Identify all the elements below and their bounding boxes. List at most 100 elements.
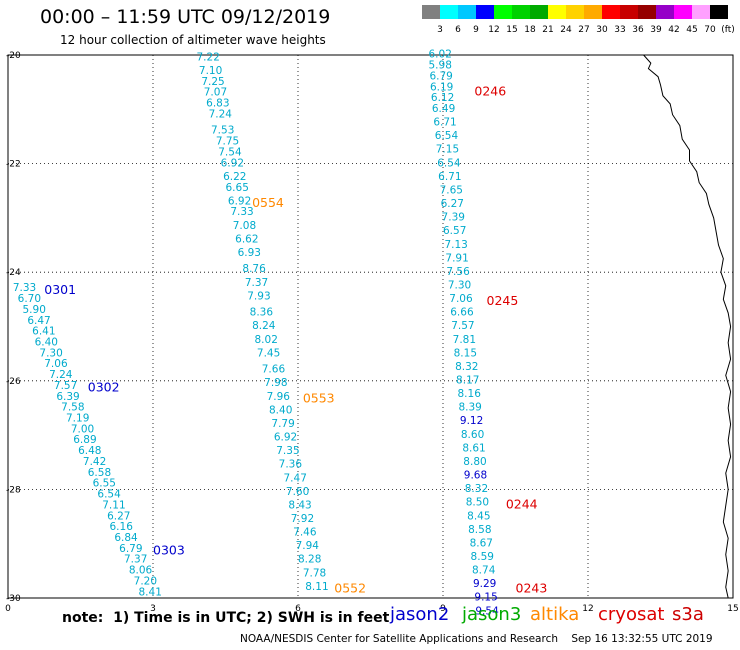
wave-height-label: 7.13 [444, 239, 467, 251]
wave-height-label: 8.67 [470, 537, 493, 549]
pass-id-label: 0552 [334, 581, 366, 596]
wave-height-label: 7.53 [211, 125, 234, 137]
wave-height-label: 7.58 [61, 402, 84, 414]
wave-height-label: 7.47 [284, 472, 307, 484]
wave-height-label: 6.54 [97, 489, 121, 501]
legend-label: 45 [686, 25, 698, 35]
wave-height-label: 6.41 [32, 326, 55, 338]
wave-height-label: 8.02 [255, 334, 278, 346]
wave-height-label: 6.48 [78, 445, 101, 457]
pass-id-label: 0302 [88, 380, 120, 395]
legend-label: 21 [542, 25, 554, 35]
wave-height-label: 6.93 [238, 247, 261, 259]
wave-height-label: 7.98 [264, 377, 287, 389]
sat-jason3: jason3 [462, 604, 522, 625]
wave-height-label: 7.30 [39, 347, 62, 359]
coastline [643, 54, 732, 599]
x-tick-label: 12 [582, 604, 593, 614]
y-tick-label: -30 [6, 594, 21, 604]
wave-height-label: 6.49 [432, 103, 455, 115]
wave-height-label: 8.61 [462, 442, 485, 454]
wave-height-label: 6.54 [435, 130, 459, 142]
wave-height-label: 7.65 [440, 184, 463, 196]
pass-id-label: 0554 [252, 195, 284, 210]
wave-height-label: 6.40 [35, 337, 58, 349]
pass-id-label: 0553 [303, 391, 335, 406]
x-tick-label: 0 [5, 604, 11, 614]
wave-height-label: 6.92 [274, 432, 297, 444]
map-title: 00:00 – 11:59 UTC 09/12/2019 [40, 6, 331, 28]
wave-height-label: 8.58 [468, 524, 491, 536]
wave-height-label: 7.00 [71, 423, 94, 435]
wave-height-label: 6.92 [221, 157, 244, 169]
wave-height-label: 6.54 [437, 157, 461, 169]
wave-height-label: 8.41 [139, 586, 162, 598]
wave-height-label: 6.84 [114, 532, 138, 544]
wave-height-label: 6.57 [443, 225, 466, 237]
wave-height-label: 7.93 [247, 290, 270, 302]
wave-height-label: 7.06 [449, 293, 473, 305]
wave-height-label: 8.50 [466, 497, 489, 509]
wave-height-label: 6.55 [93, 478, 116, 490]
sat-altika: altika [530, 604, 580, 625]
wave-height-label: 8.59 [471, 551, 494, 563]
wave-height-label: 7.66 [262, 364, 286, 376]
wave-height-label: 7.20 [134, 575, 157, 587]
legend-label: 36 [632, 25, 644, 35]
wave-height-label: 7.37 [245, 277, 268, 289]
legend-swatch [710, 5, 729, 19]
sat-jason2: jason2 [390, 604, 450, 625]
wave-height-label: 6.47 [27, 315, 50, 327]
wave-height-label: 7.08 [233, 220, 256, 232]
wave-height-label: 6.92 [228, 195, 251, 207]
wave-height-label: 8.06 [129, 565, 153, 577]
wave-height-label: 6.39 [56, 391, 79, 403]
x-tick-label: 6 [295, 604, 301, 614]
wave-height-label: 6.70 [18, 293, 41, 305]
wave-height-label: 7.11 [102, 499, 125, 511]
legend-label: 42 [668, 25, 680, 35]
wave-height-label: 8.36 [250, 307, 274, 319]
wave-height-label: 7.78 [303, 567, 326, 579]
wave-height-label: 6.71 [433, 117, 456, 129]
wave-height-label: 6.83 [206, 98, 229, 110]
wave-height-label: 7.33 [230, 206, 253, 218]
wave-height-label: 7.75 [216, 136, 239, 148]
wave-height-label: 6.12 [431, 92, 454, 104]
wave-height-label: 7.06 [44, 358, 68, 370]
wave-height-label: 8.28 [298, 554, 321, 566]
wave-height-label: 7.25 [201, 76, 224, 88]
wave-height-label: 7.15 [436, 144, 459, 156]
wave-height-label: 8.43 [288, 499, 311, 511]
wave-height-label: 7.22 [197, 51, 220, 63]
wave-height-label: 9.54 [475, 605, 499, 617]
legend-label: 3 [437, 25, 443, 35]
pass-id-label: 0303 [153, 543, 185, 558]
wave-height-label: 8.76 [242, 263, 266, 275]
y-tick-label: -20 [6, 51, 21, 61]
wave-height-label: 8.24 [252, 320, 276, 332]
wave-height-label: 7.36 [279, 459, 303, 471]
wave-height-label: 7.57 [451, 320, 474, 332]
wave-height-label: 6.27 [441, 198, 464, 210]
wave-height-label: 7.24 [209, 108, 233, 120]
wave-height-label: 5.98 [429, 60, 452, 72]
wave-height-label: 9.68 [464, 470, 487, 482]
legend-label: 30 [596, 25, 608, 35]
wave-height-label: 7.94 [296, 540, 320, 552]
wave-height-label: 7.92 [291, 513, 314, 525]
wave-height-label: 5.90 [23, 304, 46, 316]
legend-label: 70 [704, 25, 716, 35]
wave-height-label: 7.33 [13, 282, 36, 294]
wave-height-label: 8.32 [465, 483, 488, 495]
wave-height-label: 6.19 [430, 81, 453, 93]
wave-height-label: 7.79 [271, 418, 294, 430]
sat-s3a: s3a [672, 604, 704, 625]
wave-height-label: 7.56 [446, 266, 470, 278]
pass-id-label: 0244 [506, 496, 538, 511]
wave-height-label: 6.58 [88, 467, 111, 479]
wave-height-label: 7.42 [83, 456, 106, 468]
legend-label: 39 [650, 25, 662, 35]
wave-height-label: 7.96 [267, 391, 291, 403]
